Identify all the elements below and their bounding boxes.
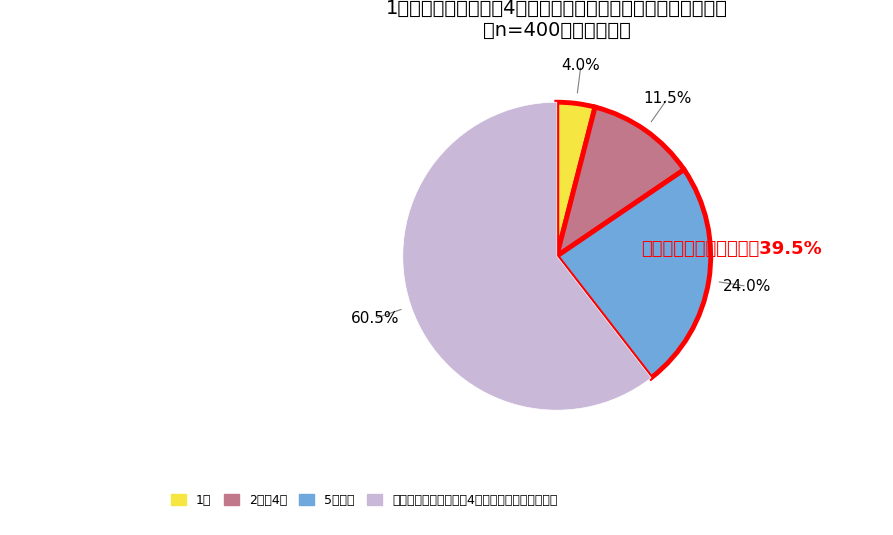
Text: 4.0%: 4.0% [562,58,600,73]
Wedge shape [556,102,595,256]
Wedge shape [403,102,651,410]
Wedge shape [556,107,684,256]
Legend: 1回, 2回～4回, 5回以上, 一回の連続運転時間が4時間を超えることはない: 1回, 2回～4回, 5回以上, 一回の連続運転時間が4時間を超えることはない [166,488,563,511]
Wedge shape [556,170,711,378]
Text: 60.5%: 60.5% [350,311,399,326]
Text: ひと月に１回以上ある：39.5%: ひと月に１回以上ある：39.5% [641,240,822,257]
Text: 11.5%: 11.5% [643,91,691,106]
Text: 24.0%: 24.0% [722,279,771,294]
Title: 1回の連続運転時間が4時間を超えることがひと月に何回あるか
（n=400・単一回答）: 1回の連続運転時間が4時間を超えることがひと月に何回あるか （n=400・単一回… [386,0,728,40]
